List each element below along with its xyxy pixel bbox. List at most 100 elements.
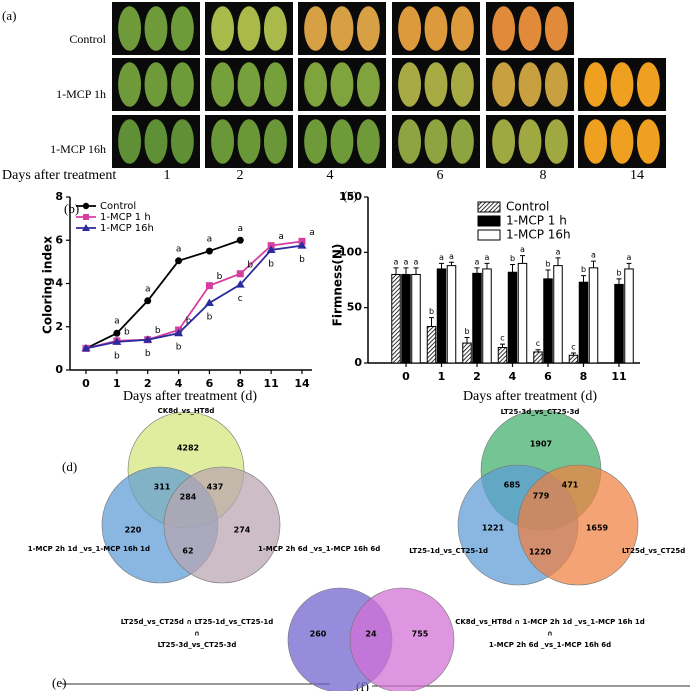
fruit (398, 62, 422, 107)
venn-set-label: 1-MCP 2h 6d _vs_1-MCP 16h 6d (258, 545, 380, 553)
fruit (211, 119, 235, 164)
significance-letter: a (404, 257, 409, 266)
fruit (144, 6, 168, 51)
x-tick-label: 2 (144, 377, 152, 390)
day-label: 6 (437, 168, 444, 183)
fruit (211, 62, 235, 107)
venn-count: 471 (562, 481, 579, 490)
day-label: 2 (237, 168, 244, 183)
venn-set-label: LT25-1d_vs_CT25-1d (409, 547, 488, 555)
fruit (636, 119, 660, 164)
fruit (237, 119, 261, 164)
x-tick-label: 11 (263, 377, 278, 390)
x-label: Days after treatment (2, 168, 116, 183)
fruit (492, 6, 516, 51)
error-bar (439, 262, 444, 269)
fruit (544, 62, 568, 107)
error-bar (449, 261, 454, 266)
significance-letter: b (145, 349, 151, 359)
fruit (610, 119, 634, 164)
significance-letter: c (571, 343, 575, 352)
fruit (118, 6, 142, 51)
bar (507, 271, 518, 364)
marker (144, 297, 152, 305)
fruit (170, 119, 194, 164)
y-tick-label: 100 (339, 245, 362, 258)
marker (205, 282, 213, 290)
x-axis-label: Days after treatment (d) (463, 389, 597, 404)
error-bar (616, 278, 622, 285)
fruit (304, 62, 328, 107)
venn-set-label: 1-MCP 2h 6d _vs_1-MCP 16h 6d (489, 641, 611, 649)
error-bar (429, 317, 434, 327)
significance-letter: a (145, 284, 151, 294)
bar (517, 262, 528, 364)
significance-letter: b (155, 326, 161, 336)
significance-letter: b (581, 265, 586, 274)
error-bar (413, 267, 419, 275)
error-bar (510, 264, 515, 273)
fruit (398, 6, 422, 51)
venn-count: 62 (182, 547, 193, 556)
panel-label: (b) (64, 201, 79, 216)
panel-label: (c) (343, 188, 357, 203)
error-bar (535, 349, 541, 352)
error-bar (545, 269, 551, 279)
error-bar (555, 257, 561, 266)
bar (624, 268, 634, 364)
venn-set-label: CK8d_vs_HT8d (158, 407, 215, 415)
significance-letter: b (217, 272, 223, 282)
fruit (356, 62, 380, 107)
bar (578, 281, 589, 364)
error-bar (464, 337, 470, 344)
venn-count: 311 (154, 483, 171, 492)
y-tick-label: 8 (55, 190, 63, 203)
bar (411, 273, 421, 364)
marker (81, 343, 91, 352)
series-line (85, 239, 241, 350)
legend-label: 1-MCP 1 h (506, 214, 567, 228)
fruit (424, 62, 448, 107)
significance-letter: b (268, 259, 274, 269)
significance-letter: a (309, 228, 315, 238)
legend-label: 1-MCP 16h (506, 228, 571, 242)
error-bar (474, 267, 480, 274)
venn-count: 220 (125, 526, 142, 535)
bar (588, 267, 599, 364)
significance-letter: a (414, 257, 419, 266)
fruit (584, 62, 608, 107)
significance-letter: a (394, 257, 399, 266)
x-tick-label: 11 (611, 370, 626, 383)
significance-letter: a (556, 247, 561, 256)
fruit (398, 119, 422, 164)
error-bar (626, 262, 632, 269)
marker (266, 245, 276, 253)
fruit (492, 119, 516, 164)
venn-set-label: LT25-3d_vs_CT25-3d (501, 408, 580, 416)
error-bar (591, 260, 596, 268)
marker (204, 298, 214, 306)
venn-circle (349, 587, 455, 691)
panel-label: (a) (2, 8, 16, 23)
venn-count: 1221 (482, 524, 505, 533)
bar (614, 283, 624, 364)
venn-count: 437 (207, 483, 224, 492)
fruit (424, 6, 448, 51)
venn-count: 274 (234, 526, 251, 535)
legend-label: 1-MCP 16h (100, 223, 154, 234)
fruit (237, 62, 261, 107)
significance-letter: b (207, 312, 213, 322)
marker (143, 335, 153, 343)
significance-letter: a (207, 235, 213, 245)
marker (175, 257, 183, 265)
bar (462, 342, 472, 364)
significance-letter: b (124, 327, 130, 337)
legend-marker (83, 214, 89, 220)
significance-letter: a (278, 232, 284, 242)
venn-set-label: LT25-3d_vs_CT25-3d (158, 641, 237, 649)
marker (236, 236, 244, 244)
fruit (304, 6, 328, 51)
y-tick-label: 150 (339, 190, 362, 203)
venn-set-label: LT25d_vs_CT25d ∩ LT25-1d_vs_CT25-1d (121, 618, 274, 626)
fruit (636, 62, 660, 107)
